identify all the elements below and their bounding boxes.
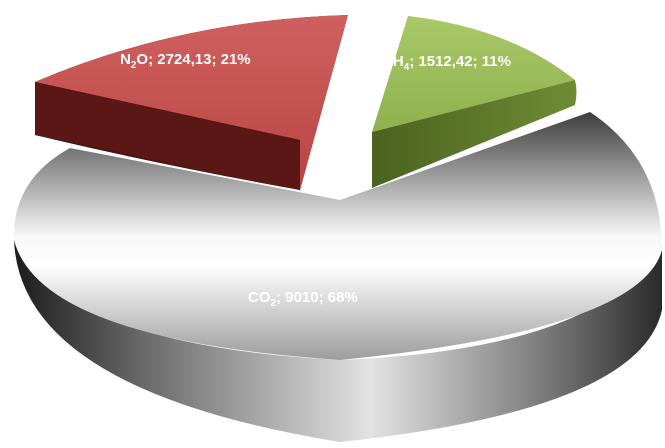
label-co2: CO2; 9010; 68%: [248, 289, 358, 309]
slice-co2-side: [14, 240, 662, 442]
slice-n2o: [35, 15, 348, 190]
slice-co2: [13, 112, 662, 442]
slice-co2-top: [13, 112, 662, 360]
slice-n2o-front: [35, 82, 300, 190]
slice-ch4-top: [372, 16, 575, 132]
label-n2o: N2O; 2724,13; 21%: [120, 51, 251, 71]
label-ch4: CH4; 1512,42; 11%: [382, 53, 511, 73]
slice-ch4-side: [372, 80, 577, 188]
slice-n2o-top: [35, 15, 348, 190]
slice-ch4: [372, 16, 577, 188]
